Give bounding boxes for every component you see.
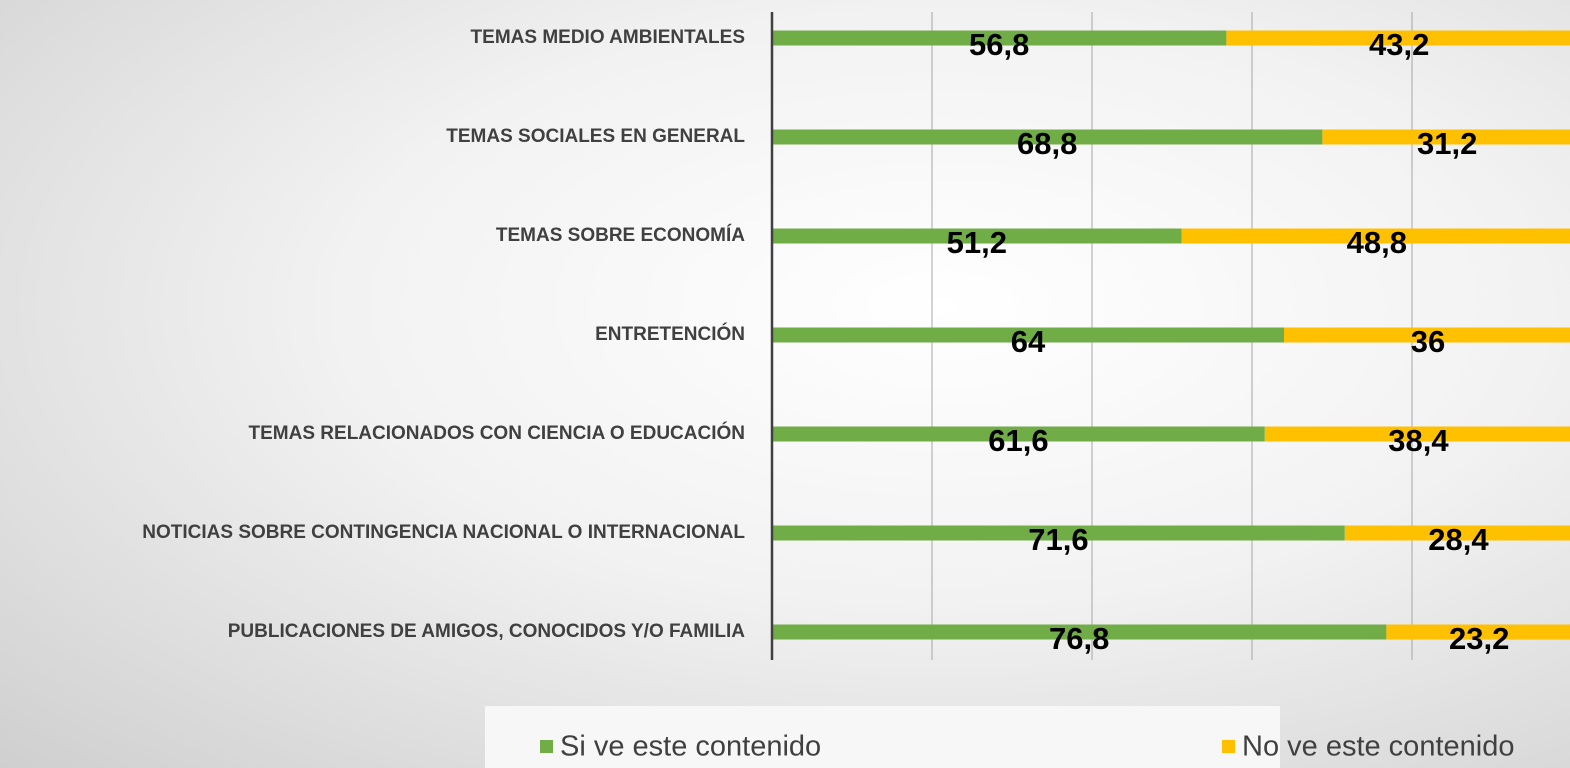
data-label: 61,6 xyxy=(988,423,1048,458)
legend-swatch xyxy=(1222,740,1235,753)
category-label: TEMAS RELACIONADOS CON CIENCIA O EDUCACI… xyxy=(249,422,745,444)
bar-segment xyxy=(1264,426,1570,442)
category-label: PUBLICACIONES DE AMIGOS, CONOCIDOS Y/O F… xyxy=(228,621,746,642)
category-label: TEMAS SOCIALES EN GENERAL xyxy=(446,126,745,147)
category-label: TEMAS MEDIO AMBIENTALES xyxy=(471,27,745,48)
legend-box xyxy=(485,706,1280,768)
bar-segment xyxy=(1226,30,1570,46)
bar-segment xyxy=(772,129,1323,145)
data-label: 31,2 xyxy=(1417,126,1477,161)
legend-label: Si ve este contenido xyxy=(560,731,821,763)
data-label: 64 xyxy=(1011,324,1046,359)
data-label: 71,6 xyxy=(1028,522,1088,557)
bar-segment xyxy=(772,426,1265,442)
bar-segment xyxy=(772,228,1182,244)
data-label: 68,8 xyxy=(1017,126,1077,161)
data-label: 51,2 xyxy=(947,225,1007,260)
bar-segment xyxy=(772,525,1345,541)
data-label: 43,2 xyxy=(1369,27,1429,62)
bar-segment xyxy=(1386,624,1570,640)
bar-segment xyxy=(1181,228,1570,244)
data-label: 23,2 xyxy=(1449,621,1509,656)
bar-segment xyxy=(772,624,1387,640)
bar-segment xyxy=(772,327,1284,343)
bar-segment xyxy=(1344,525,1570,541)
data-label: 48,8 xyxy=(1347,225,1407,260)
legend-label: No ve este contenido xyxy=(1242,731,1514,763)
data-label: 56,8 xyxy=(969,27,1029,62)
bar-segment xyxy=(1322,129,1570,145)
category-label: ENTRETENCIÓN xyxy=(595,323,745,345)
category-label: TEMAS SOBRE ECONOMÍA xyxy=(496,224,745,246)
data-label: 76,8 xyxy=(1049,621,1109,656)
data-label: 36 xyxy=(1411,324,1445,359)
category-label: NOTICIAS SOBRE CONTINGENCIA NACIONAL O I… xyxy=(142,522,745,543)
bar-segment xyxy=(772,30,1227,46)
legend-swatch xyxy=(540,740,553,753)
data-label: 28,4 xyxy=(1428,522,1489,557)
data-label: 38,4 xyxy=(1388,423,1449,458)
bar-segment xyxy=(1284,327,1570,343)
